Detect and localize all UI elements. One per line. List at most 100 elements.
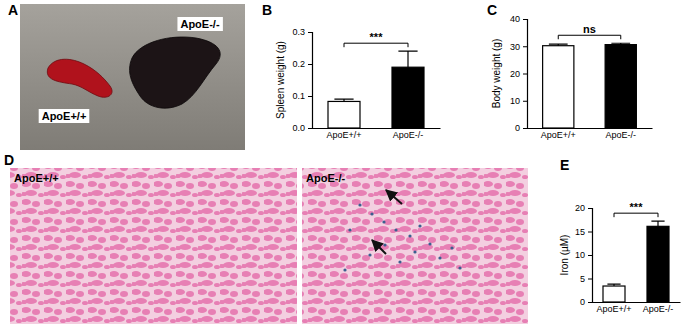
y-tick-label: 20 [510, 69, 520, 79]
x-tick: ApoE-/- [643, 302, 674, 314]
significance-label: *** [370, 31, 384, 43]
tick-mark [588, 208, 592, 209]
x-axis: ApoE+/+ ApoE-/- [528, 128, 653, 140]
x-tick-label: ApoE-/- [643, 304, 674, 314]
panel-label: D [4, 152, 14, 168]
y-tick: 0 [580, 297, 592, 307]
iron-deposit [370, 212, 373, 215]
error-bar [549, 44, 568, 46]
tick-mark [308, 128, 312, 129]
panel-label: C [487, 2, 497, 18]
bar [647, 226, 669, 302]
x-tick: ApoE+/+ [596, 302, 631, 314]
tick-mark [588, 232, 592, 233]
significance-bracket [614, 213, 658, 217]
y-tick: 0.3 [292, 27, 312, 37]
tick-mark [523, 101, 527, 102]
significance-bracket [558, 35, 621, 39]
y-axis-title: Iron (µM) [559, 235, 570, 276]
bar-chart: 0.0 0.1 0.2 0.3 ApoE+/+ ApoE-/- Spleen weight … [262, 2, 441, 140]
y-axis: 0.0 0.1 0.2 0.3 [292, 27, 312, 133]
iron-deposit [458, 266, 461, 269]
x-tick-label: ApoE-/- [393, 130, 424, 140]
x-tick: ApoE+/+ [326, 128, 361, 140]
spleen-wildtype [47, 59, 112, 97]
tick-mark [523, 19, 527, 20]
y-tick-label: 40 [510, 14, 520, 24]
y-axis: 05101520 [575, 203, 593, 307]
tick-mark [308, 64, 312, 65]
iron-deposit [450, 246, 453, 249]
y-tick: 0.1 [292, 91, 312, 101]
panel-label: A [8, 2, 18, 18]
y-tick-label: 0 [515, 123, 520, 133]
y-axis-title: Body weight (g) [491, 39, 502, 108]
bar [392, 67, 424, 128]
iron-deposit [368, 253, 371, 256]
iron-deposit [383, 243, 386, 246]
bar [328, 101, 360, 128]
axis-line [593, 302, 681, 303]
iron-deposit [398, 260, 401, 263]
y-tick: 20 [575, 203, 592, 213]
photo-label: ApoE-/- [180, 18, 219, 30]
iron-deposit [382, 220, 385, 223]
y-tick-label: 0.2 [292, 59, 305, 69]
iron-deposit [438, 256, 441, 259]
tick-mark [588, 279, 592, 280]
iron-deposit [428, 242, 431, 245]
histology-wildtype [10, 168, 297, 324]
bar-chart: 05101520ApoE+/+ApoE-/-Iron (µM)E*** [559, 157, 681, 314]
bar-chart: 010203040ApoE+/+ApoE-/-Body weight (g)Cn… [487, 2, 653, 140]
x-tick-label: ApoE+/+ [596, 304, 631, 314]
y-tick-label: 10 [510, 96, 520, 106]
iron-deposit [418, 224, 421, 227]
histology-knockout [302, 168, 528, 324]
x-tick: ApoE-/- [605, 128, 636, 140]
photo-label: ApoE+/+ [14, 172, 59, 184]
iron-deposit [394, 228, 397, 231]
error-bar [611, 43, 630, 44]
y-tick-label: 0 [580, 297, 585, 307]
y-tick: 30 [510, 42, 527, 52]
axis-line [308, 33, 313, 129]
plot-marks [603, 221, 669, 302]
axis-line [523, 20, 528, 129]
photo-panel-d: DApoE+/+ApoE-/- [4, 152, 528, 324]
photo-background [20, 4, 245, 150]
axis-line [528, 128, 653, 129]
photo-label: ApoE+/+ [42, 110, 87, 122]
tick-mark [588, 302, 592, 303]
x-tick-label: ApoE+/+ [541, 130, 576, 140]
panel-label: E [560, 157, 569, 173]
y-tick: 20 [510, 69, 527, 79]
y-axis-title: Spleen weight (g) [275, 41, 286, 119]
x-tick-label: ApoE-/- [605, 130, 636, 140]
y-tick: 40 [510, 14, 527, 24]
significance-label: *** [630, 201, 644, 213]
bar [543, 46, 574, 128]
plot-marks [328, 51, 424, 128]
spleen-knockout [130, 37, 221, 108]
error-bar [651, 221, 664, 226]
iron-deposit [358, 203, 361, 206]
arrow [386, 190, 402, 204]
x-axis: ApoE+/+ ApoE-/- [593, 302, 681, 314]
y-tick-label: 30 [510, 42, 520, 52]
significance-bracket [344, 43, 408, 47]
tick-mark [523, 74, 527, 75]
tick-mark [523, 46, 527, 47]
photo-label-box [177, 17, 222, 31]
y-tick: 0.2 [292, 59, 312, 69]
tick-mark [308, 32, 312, 33]
bar [605, 45, 636, 128]
plot-marks [543, 43, 637, 128]
y-tick: 0.0 [292, 123, 312, 133]
bar [603, 286, 625, 302]
x-axis: ApoE+/+ ApoE-/- [313, 128, 441, 140]
arrow [372, 240, 386, 254]
axis-line [313, 128, 441, 129]
x-tick-label: ApoE+/+ [326, 130, 361, 140]
iron-deposit [408, 234, 411, 237]
y-tick-label: 5 [580, 274, 585, 284]
